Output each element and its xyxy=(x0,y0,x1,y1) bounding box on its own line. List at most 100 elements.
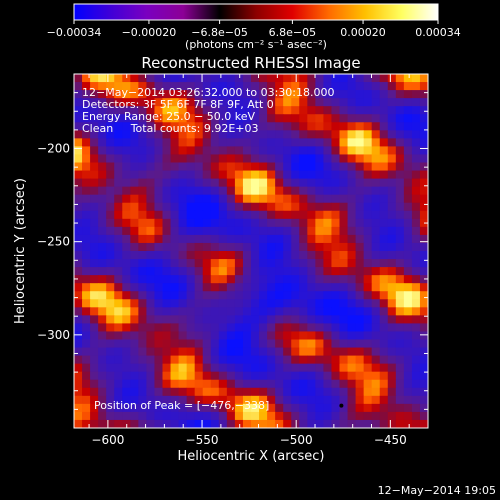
heatmap-cell xyxy=(114,242,123,252)
heatmap-cell xyxy=(90,154,99,163)
heatmap-cell xyxy=(82,82,91,91)
heatmap-cell xyxy=(186,339,196,348)
heatmap-cell xyxy=(379,98,389,107)
heatmap-cell xyxy=(122,218,131,228)
heatmap-cell xyxy=(331,379,340,389)
heatmap-cell xyxy=(106,411,115,421)
heatmap-cell xyxy=(387,90,397,99)
heatmap-cell xyxy=(323,331,332,340)
heatmap-cell xyxy=(170,371,179,381)
heatmap-cell xyxy=(419,226,428,236)
heatmap-cell xyxy=(170,74,179,83)
heatmap-cell xyxy=(291,403,300,413)
heatmap-cell xyxy=(355,395,365,405)
heatmap-cell xyxy=(379,234,389,244)
heatmap-cell xyxy=(315,355,324,365)
heatmap-cell xyxy=(419,363,428,373)
heatmap-cell xyxy=(291,339,300,348)
heatmap-cell xyxy=(403,371,413,381)
heatmap-cell xyxy=(403,138,413,147)
heatmap-cell xyxy=(403,403,413,413)
heatmap-cell xyxy=(82,178,91,188)
heatmap-cell xyxy=(226,178,236,188)
heatmap-cell xyxy=(339,387,348,397)
heatmap-cell xyxy=(347,106,356,115)
heatmap-cell xyxy=(411,355,421,365)
heatmap-cell xyxy=(186,275,196,284)
heatmap-cell xyxy=(283,210,292,220)
heatmap-cell xyxy=(299,315,308,324)
heatmap-cell xyxy=(130,275,139,284)
heatmap-cell xyxy=(419,170,428,179)
heatmap-cell xyxy=(411,411,421,421)
heatmap-cell xyxy=(178,82,188,91)
heatmap-cell xyxy=(162,170,171,179)
heatmap-cell xyxy=(114,323,123,332)
colorbar-tick-label: −0.00020 xyxy=(122,26,177,39)
heatmap-cell xyxy=(299,275,308,284)
heatmap-cell xyxy=(299,154,308,163)
heatmap-cell xyxy=(371,395,381,405)
heatmap-cell xyxy=(122,194,131,204)
heatmap-cell xyxy=(178,411,188,421)
heatmap-cell xyxy=(379,291,389,300)
heatmap-cell xyxy=(251,146,260,155)
heatmap-cell xyxy=(130,178,139,188)
heatmap-cell xyxy=(178,242,188,252)
heatmap-cell xyxy=(371,379,381,389)
heatmap-cell xyxy=(307,138,316,147)
heatmap-cell xyxy=(275,307,284,316)
heatmap-cell xyxy=(82,347,91,356)
heatmap-cell xyxy=(379,379,389,389)
heatmap-cell xyxy=(315,259,324,268)
heatmap-cell xyxy=(154,283,163,292)
heatmap-cell xyxy=(419,234,428,244)
heatmap-cell xyxy=(146,210,155,220)
heatmap-cell xyxy=(331,90,340,99)
y-tick-label: −200 xyxy=(37,142,70,156)
heatmap-cell xyxy=(90,186,99,196)
heatmap-cell xyxy=(234,90,244,99)
heatmap-cell xyxy=(395,379,405,389)
axis-ticks: −600 −550 −500 −450−200−250−300 xyxy=(37,74,428,447)
heatmap-cell xyxy=(162,411,171,421)
heatmap-cell xyxy=(315,371,324,381)
heatmap-cell xyxy=(411,251,421,260)
heatmap-cell xyxy=(106,154,115,163)
heatmap-cell xyxy=(74,371,83,381)
heatmap-cell xyxy=(114,419,123,428)
heatmap-cell xyxy=(419,82,428,91)
heatmap-cell xyxy=(291,90,300,99)
heatmap-cell xyxy=(82,315,91,324)
heatmap-cell xyxy=(291,122,300,131)
heatmap-cell xyxy=(275,419,284,428)
heatmap-cell xyxy=(315,210,324,220)
heatmap-cell xyxy=(130,379,139,389)
heatmap-cell xyxy=(74,339,83,348)
heatmap-cell xyxy=(379,403,389,413)
heatmap-cell xyxy=(186,82,196,91)
heatmap-cell xyxy=(130,331,139,340)
heatmap-cell xyxy=(98,146,107,155)
footer-timestamp: 12−May−2014 19:05 xyxy=(378,484,496,497)
heatmap-cell xyxy=(403,210,413,220)
heatmap-cell xyxy=(403,299,413,308)
heatmap-cell xyxy=(210,194,220,204)
heatmap-cell xyxy=(363,323,373,332)
heatmap-cell xyxy=(299,138,308,147)
heatmap-cell xyxy=(114,379,123,389)
heatmap-cell xyxy=(339,283,348,292)
heatmap-cell xyxy=(106,122,115,131)
heatmap-cell xyxy=(251,283,260,292)
heatmap-cell xyxy=(283,226,292,236)
heatmap-cell xyxy=(178,379,188,389)
heatmap-cell xyxy=(379,251,389,260)
heatmap-cell xyxy=(130,387,139,397)
heatmap-cell xyxy=(146,323,155,332)
heatmap-cell xyxy=(194,82,204,91)
heatmap-cell xyxy=(259,411,268,421)
heatmap-cell xyxy=(106,323,115,332)
heatmap-cell xyxy=(138,403,147,413)
heatmap-cell xyxy=(162,122,171,131)
heatmap-cell xyxy=(162,371,171,381)
